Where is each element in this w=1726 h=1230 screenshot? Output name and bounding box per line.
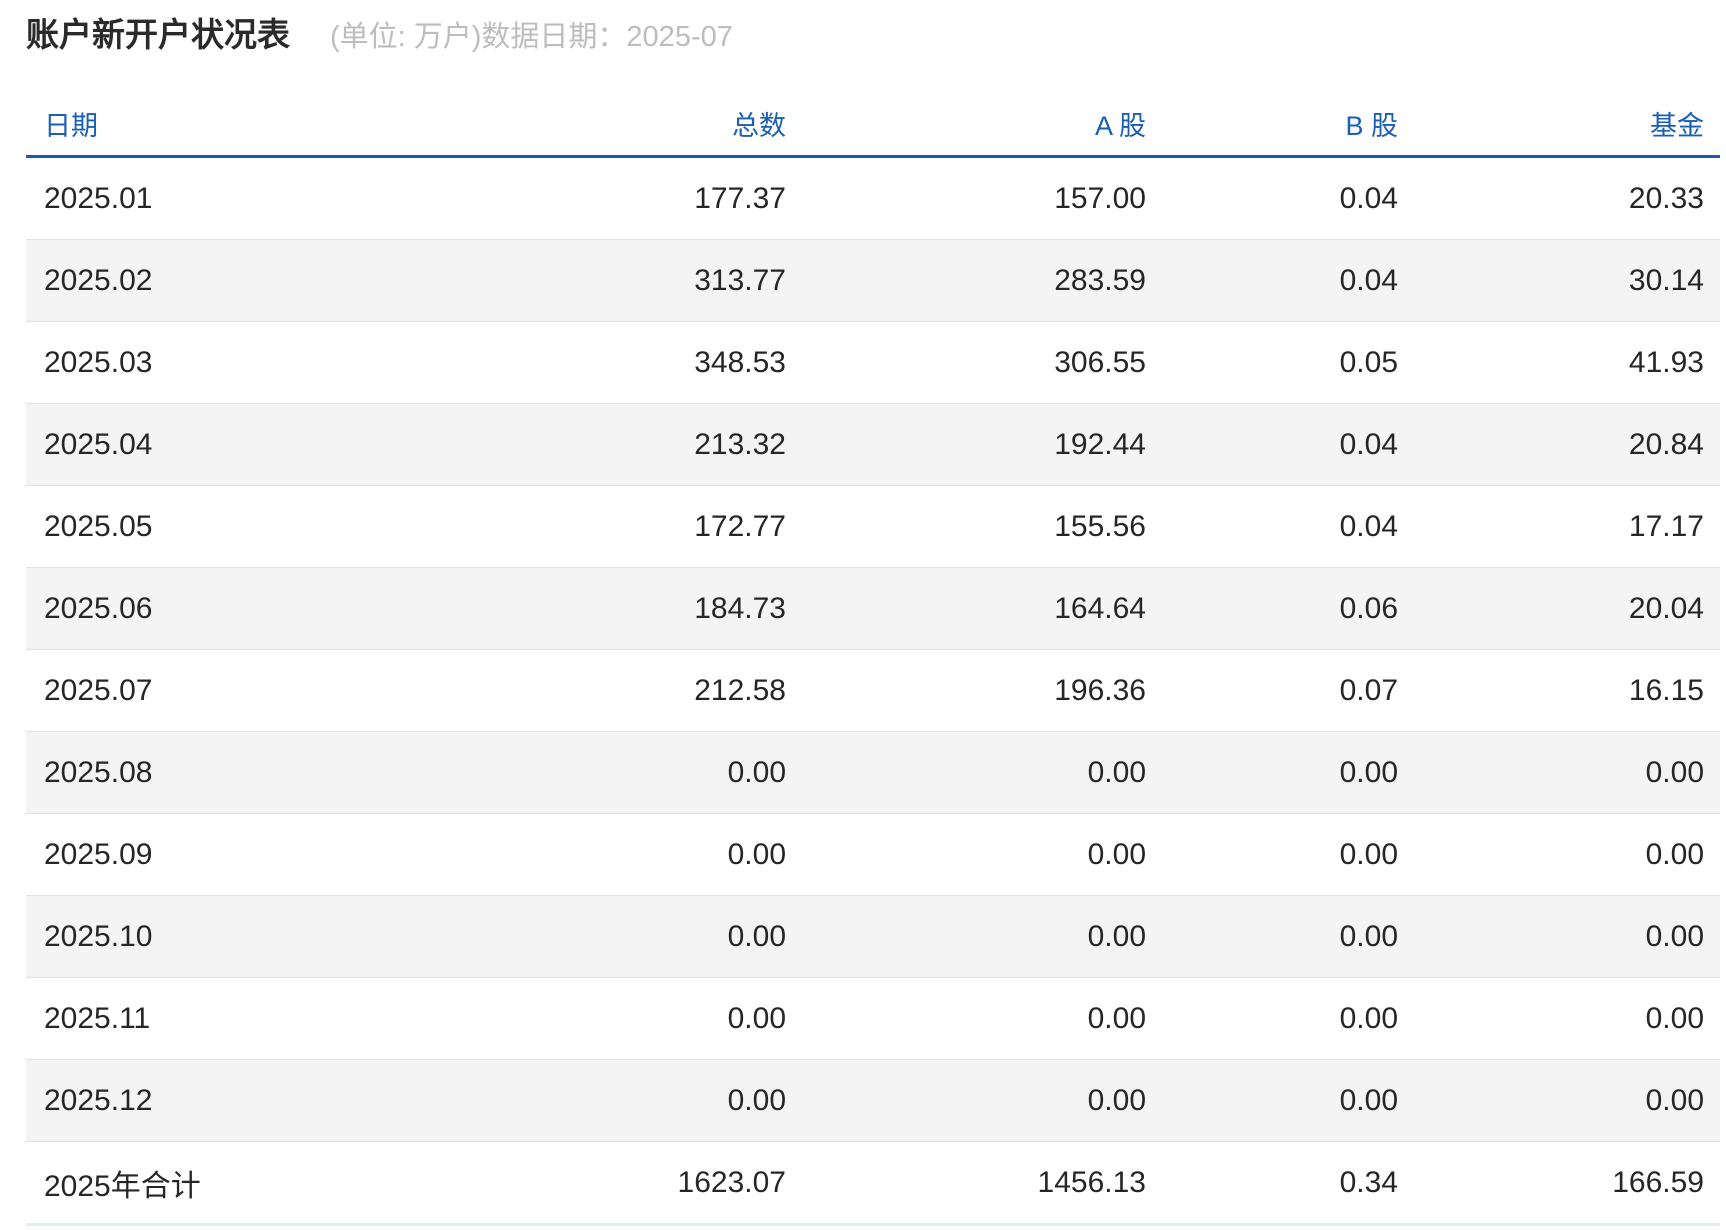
header-total: 总数	[406, 92, 786, 158]
cell-b-share: 0.04	[1146, 239, 1398, 322]
cell-total: 0.00	[406, 813, 786, 896]
cell-fund: 41.93	[1398, 321, 1720, 404]
cell-a-share: 0.00	[786, 895, 1146, 978]
title-bar: 账户新开户状况表 (单位: 万户)数据日期：2025-07	[26, 8, 733, 58]
cell-date: 2025.10	[26, 895, 406, 978]
cell-fund: 20.84	[1398, 403, 1720, 486]
cell-total: 313.77	[406, 239, 786, 322]
table-row: 2025.05 172.77 155.56 0.04 17.17	[26, 485, 1720, 568]
cell-date: 2025年合计	[26, 1141, 406, 1226]
cell-fund: 20.04	[1398, 567, 1720, 650]
cell-total: 212.58	[406, 649, 786, 732]
table-row: 2025.03 348.53 306.55 0.05 41.93	[26, 321, 1720, 404]
table-row: 2025.10 0.00 0.00 0.00 0.00	[26, 895, 1720, 978]
cell-b-share: 0.34	[1146, 1141, 1398, 1226]
cell-fund: 0.00	[1398, 895, 1720, 978]
cell-b-share: 0.07	[1146, 649, 1398, 732]
cell-date: 2025.05	[26, 485, 406, 568]
cell-a-share: 155.56	[786, 485, 1146, 568]
cell-total: 1623.07	[406, 1141, 786, 1226]
cell-total: 0.00	[406, 895, 786, 978]
cell-total: 184.73	[406, 567, 786, 650]
cell-date: 2025.06	[26, 567, 406, 650]
cell-a-share: 0.00	[786, 813, 1146, 896]
cell-date: 2025.12	[26, 1059, 406, 1142]
cell-a-share: 164.64	[786, 567, 1146, 650]
cell-fund: 17.17	[1398, 485, 1720, 568]
cell-fund: 0.00	[1398, 813, 1720, 896]
cell-total: 0.00	[406, 1059, 786, 1142]
cell-fund: 20.33	[1398, 156, 1720, 240]
table-row: 2025.08 0.00 0.00 0.00 0.00	[26, 731, 1720, 814]
table-row: 2025.12 0.00 0.00 0.00 0.00	[26, 1059, 1720, 1142]
cell-b-share: 0.00	[1146, 1059, 1398, 1142]
page-subtitle: (单位: 万户)数据日期：2025-07	[330, 21, 733, 53]
cell-total: 348.53	[406, 321, 786, 404]
cell-a-share: 1456.13	[786, 1141, 1146, 1226]
total-row: 2025年合计 1623.07 1456.13 0.34 166.59	[26, 1141, 1720, 1226]
cell-a-share: 283.59	[786, 239, 1146, 322]
page-title: 账户新开户状况表	[26, 16, 290, 53]
cell-b-share: 0.04	[1146, 403, 1398, 486]
cell-b-share: 0.05	[1146, 321, 1398, 404]
cell-a-share: 306.55	[786, 321, 1146, 404]
header-fund: 基金	[1398, 92, 1720, 158]
cell-date: 2025.04	[26, 403, 406, 486]
cell-b-share: 0.06	[1146, 567, 1398, 650]
table-row: 2025.11 0.00 0.00 0.00 0.00	[26, 977, 1720, 1060]
cell-fund: 0.00	[1398, 977, 1720, 1060]
cell-b-share: 0.04	[1146, 485, 1398, 568]
table-row: 2025.07 212.58 196.36 0.07 16.15	[26, 649, 1720, 732]
cell-fund: 16.15	[1398, 649, 1720, 732]
cell-b-share: 0.04	[1146, 156, 1398, 240]
account-table: 日期 总数 A 股 B 股 基金 2025.01 177.37 157.00 0.04…	[26, 92, 1720, 1226]
cell-fund: 30.14	[1398, 239, 1720, 322]
cell-b-share: 0.00	[1146, 977, 1398, 1060]
table-row: 2025.04 213.32 192.44 0.04 20.84	[26, 403, 1720, 486]
cell-b-share: 0.00	[1146, 895, 1398, 978]
header-a-share: A 股	[786, 92, 1146, 158]
cell-a-share: 196.36	[786, 649, 1146, 732]
table-row: 2025.02 313.77 283.59 0.04 30.14	[26, 239, 1720, 322]
cell-total: 0.00	[406, 731, 786, 814]
cell-date: 2025.02	[26, 239, 406, 322]
cell-total: 213.32	[406, 403, 786, 486]
cell-date: 2025.07	[26, 649, 406, 732]
cell-date: 2025.01	[26, 156, 406, 240]
cell-fund: 166.59	[1398, 1141, 1720, 1226]
cell-fund: 0.00	[1398, 1059, 1720, 1142]
cell-date: 2025.08	[26, 731, 406, 814]
cell-a-share: 0.00	[786, 1059, 1146, 1142]
cell-b-share: 0.00	[1146, 813, 1398, 896]
table-header-row: 日期 总数 A 股 B 股 基金	[26, 92, 1720, 158]
table-row: 2025.01 177.37 157.00 0.04 20.33	[26, 156, 1720, 240]
cell-a-share: 157.00	[786, 156, 1146, 240]
header-date: 日期	[26, 92, 406, 158]
cell-total: 172.77	[406, 485, 786, 568]
cell-a-share: 0.00	[786, 977, 1146, 1060]
cell-date: 2025.03	[26, 321, 406, 404]
cell-total: 0.00	[406, 977, 786, 1060]
cell-total: 177.37	[406, 156, 786, 240]
table-row: 2025.06 184.73 164.64 0.06 20.04	[26, 567, 1720, 650]
cell-date: 2025.11	[26, 977, 406, 1060]
cell-date: 2025.09	[26, 813, 406, 896]
table-row: 2025.09 0.00 0.00 0.00 0.00	[26, 813, 1720, 896]
cell-fund: 0.00	[1398, 731, 1720, 814]
cell-b-share: 0.00	[1146, 731, 1398, 814]
cell-a-share: 192.44	[786, 403, 1146, 486]
header-b-share: B 股	[1146, 92, 1398, 158]
cell-a-share: 0.00	[786, 731, 1146, 814]
